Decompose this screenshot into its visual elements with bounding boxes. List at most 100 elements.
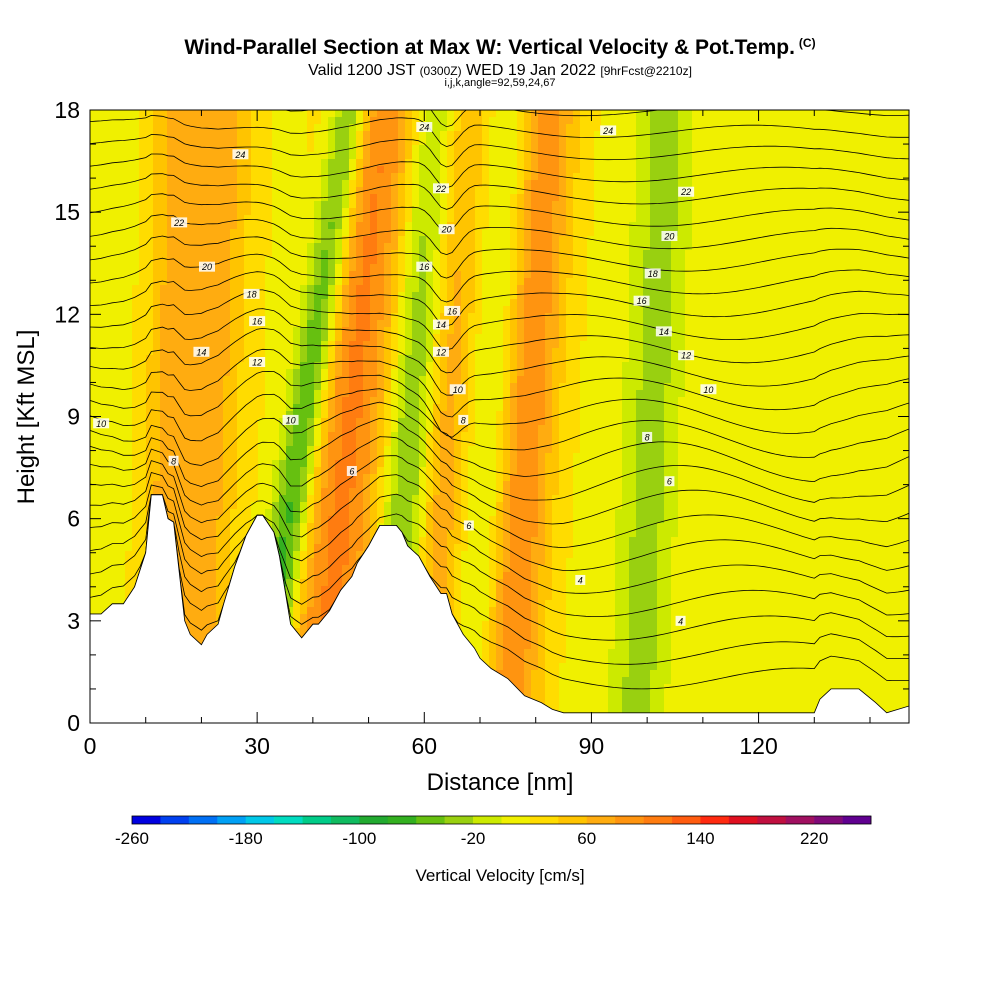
field-cell <box>321 257 329 265</box>
field-cell <box>776 194 784 202</box>
field-cell <box>328 362 336 370</box>
field-cell <box>454 229 462 237</box>
field-cell <box>881 376 889 384</box>
field-cell <box>818 362 826 370</box>
field-cell <box>699 229 707 237</box>
field-cell <box>664 173 672 181</box>
field-cell <box>482 166 490 174</box>
field-cell <box>426 327 434 335</box>
field-cell <box>734 355 742 363</box>
field-cell <box>202 124 210 132</box>
field-cell <box>902 229 909 237</box>
field-cell <box>223 166 231 174</box>
field-cell <box>384 355 392 363</box>
field-cell <box>195 292 203 300</box>
field-cell <box>356 215 364 223</box>
field-cell <box>748 131 756 139</box>
field-cell <box>468 404 476 412</box>
field-cell <box>132 166 140 174</box>
field-cell <box>853 397 861 405</box>
field-cell <box>188 194 196 202</box>
field-cell <box>706 180 714 188</box>
field-cell <box>230 222 238 230</box>
field-cell <box>720 362 728 370</box>
field-cell <box>888 397 896 405</box>
field-cell <box>713 369 721 377</box>
field-cell <box>160 285 168 293</box>
field-cell <box>545 327 553 335</box>
field-cell <box>517 110 525 118</box>
field-cell <box>146 334 154 342</box>
field-cell <box>398 194 406 202</box>
field-cell <box>874 397 882 405</box>
field-cell <box>146 264 154 272</box>
field-cell <box>566 208 574 216</box>
field-cell <box>755 138 763 146</box>
field-cell <box>293 180 301 188</box>
field-cell <box>223 250 231 258</box>
field-cell <box>265 383 273 391</box>
field-cell <box>272 313 280 321</box>
field-cell <box>846 152 854 160</box>
field-cell <box>818 334 826 342</box>
field-cell <box>790 397 798 405</box>
field-cell <box>349 355 357 363</box>
field-cell <box>692 278 700 286</box>
field-cell <box>846 292 854 300</box>
field-cell <box>552 341 560 349</box>
field-cell <box>538 187 546 195</box>
field-cell <box>475 131 483 139</box>
field-cell <box>342 243 350 251</box>
field-cell <box>125 222 133 230</box>
field-cell <box>594 138 602 146</box>
field-cell <box>251 271 259 279</box>
field-cell <box>636 117 644 125</box>
field-cell <box>888 292 896 300</box>
field-cell <box>482 390 490 398</box>
field-cell <box>335 152 343 160</box>
field-cell <box>615 229 623 237</box>
field-cell <box>216 369 224 377</box>
field-cell <box>790 334 798 342</box>
field-cell <box>426 215 434 223</box>
field-cell <box>230 264 238 272</box>
field-cell <box>370 194 378 202</box>
field-cell <box>223 306 231 314</box>
field-cell <box>860 334 868 342</box>
field-cell <box>195 159 203 167</box>
field-cell <box>391 138 399 146</box>
field-cell <box>846 383 854 391</box>
field-cell <box>384 390 392 398</box>
field-cell <box>706 334 714 342</box>
field-cell <box>622 152 630 160</box>
field-cell <box>482 152 490 160</box>
field-cell <box>895 250 903 258</box>
field-cell <box>769 236 777 244</box>
field-cell <box>720 208 728 216</box>
field-cell <box>552 215 560 223</box>
field-cell <box>790 250 798 258</box>
field-cell <box>615 369 623 377</box>
field-cell <box>755 173 763 181</box>
field-cell <box>510 355 518 363</box>
field-cell <box>468 390 476 398</box>
field-cell <box>832 194 840 202</box>
field-cell <box>412 222 420 230</box>
field-cell <box>461 201 469 209</box>
field-cell <box>881 152 889 160</box>
field-cell <box>678 138 686 146</box>
field-cell <box>244 166 252 174</box>
field-cell <box>503 173 511 181</box>
field-cell <box>447 264 455 272</box>
field-cell <box>482 362 490 370</box>
field-cell <box>370 138 378 146</box>
field-cell <box>769 173 777 181</box>
field-cell <box>706 292 714 300</box>
field-cell <box>174 299 182 307</box>
field-cell <box>643 355 651 363</box>
field-cell <box>356 320 364 328</box>
field-cell <box>300 376 308 384</box>
field-cell <box>440 327 448 335</box>
field-cell <box>426 292 434 300</box>
field-cell <box>125 264 133 272</box>
